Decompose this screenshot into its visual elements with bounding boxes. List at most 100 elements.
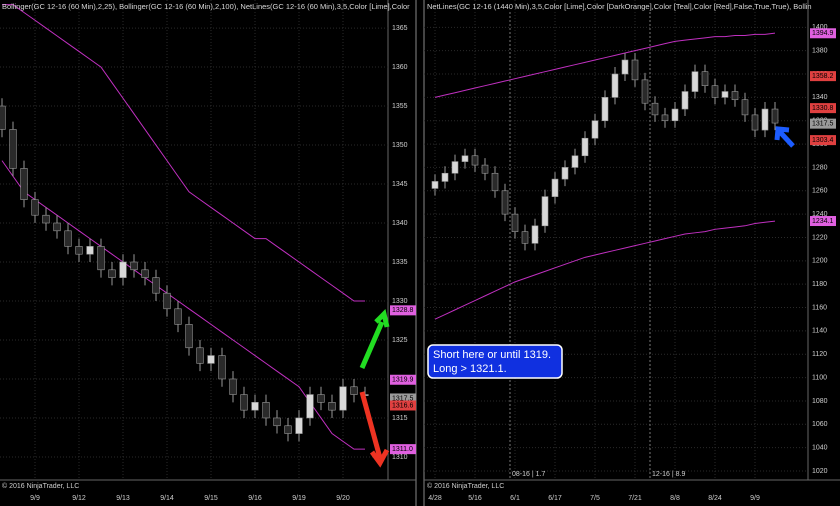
y-tick-label: 1330	[392, 298, 408, 305]
price-label: 1317.5	[392, 395, 414, 402]
candle-body	[218, 355, 226, 380]
y-tick-label: 1325	[392, 337, 408, 344]
candle-body	[561, 167, 569, 180]
candle-body	[751, 114, 759, 131]
candle-body	[451, 161, 459, 174]
candle-body	[691, 71, 699, 92]
candle-body	[771, 108, 779, 124]
y-tick-label: 1280	[812, 164, 828, 171]
session-label: 08-16 | 1.7	[512, 471, 545, 478]
y-tick-label: 1360	[392, 64, 408, 71]
candle-body	[53, 222, 61, 232]
annotation-box	[427, 344, 563, 379]
candle-body	[631, 59, 639, 81]
candle-body	[621, 59, 629, 75]
y-tick-label: 1040	[812, 444, 828, 451]
candle-body	[240, 394, 248, 411]
annotation: Long > 1321.1.	[433, 363, 507, 375]
candle-body	[251, 402, 259, 411]
candle-body	[163, 292, 171, 310]
candle-body	[64, 230, 72, 247]
band-line	[434, 220, 776, 320]
candle-body	[196, 347, 204, 364]
x-tick-label: 9/16	[248, 495, 262, 502]
candle-body	[661, 114, 669, 122]
band-line	[1, 160, 365, 450]
y-tick-label: 1020	[812, 468, 828, 475]
band-line	[434, 32, 776, 98]
y-tick-label: 1260	[812, 188, 828, 195]
x-tick-label: 9/9	[30, 495, 40, 502]
candle-body	[152, 277, 160, 294]
y-tick-label: 1365	[392, 25, 408, 32]
candle-body	[491, 172, 499, 192]
candle-body	[9, 129, 17, 169]
candle-body	[551, 178, 559, 197]
candle-body	[328, 402, 336, 411]
chart-title: NetLines(GC 12-16 (1440 Min),3,5,Color […	[427, 2, 812, 11]
y-tick-label: 1200	[812, 258, 828, 265]
y-tick-label: 1400	[812, 24, 828, 31]
candle-body	[741, 99, 749, 116]
candle-body	[75, 246, 83, 255]
price-label: 1311.0	[392, 446, 413, 453]
candle-body	[651, 102, 659, 116]
x-tick-label: 9/12	[72, 495, 86, 502]
y-tick-label: 1220	[812, 234, 828, 241]
y-tick-label: 1310	[392, 454, 408, 461]
candle-body	[284, 425, 292, 434]
x-tick-label: 7/21	[628, 495, 642, 502]
y-tick-label: 1160	[812, 304, 827, 311]
candle-body	[511, 213, 519, 232]
candle-body	[86, 246, 94, 255]
candle-body	[141, 269, 149, 278]
y-tick-label: 1340	[392, 220, 408, 227]
x-tick-label: 9/13	[116, 495, 130, 502]
footer: © 2016 NinjaTrader, LLC	[2, 482, 79, 490]
candle-body	[501, 190, 509, 215]
candle-body	[581, 137, 589, 157]
arrow-up	[359, 309, 390, 369]
candle-body	[701, 71, 709, 86]
price-label-box	[810, 118, 836, 129]
price-label: 1330.8	[812, 105, 834, 112]
x-tick-label: 9/20	[336, 495, 350, 502]
candle-body	[721, 91, 729, 98]
y-tick-label: 1100	[812, 374, 827, 381]
price-label-box	[810, 28, 836, 39]
candle-body	[229, 378, 237, 395]
x-tick-label: 9/14	[160, 495, 174, 502]
arrow-down	[359, 391, 390, 468]
candle-body	[350, 386, 358, 395]
candle-body	[0, 105, 6, 130]
y-tick-label: 1355	[392, 103, 408, 110]
session-label: 12-16 | 8.9	[652, 471, 685, 478]
candle-body	[306, 394, 314, 419]
candle-body	[20, 168, 28, 200]
x-tick-label: 7/5	[590, 495, 600, 502]
price-label-box	[810, 71, 836, 82]
price-label-box	[390, 444, 416, 455]
candle-body	[31, 199, 39, 216]
x-tick-label: 8/8	[670, 495, 680, 502]
candle-body	[531, 225, 539, 244]
candle-body	[711, 85, 719, 98]
candle-body	[339, 386, 347, 411]
y-tick-label: 1315	[392, 415, 408, 422]
x-tick-label: 9/19	[292, 495, 306, 502]
y-tick-label: 1140	[812, 328, 827, 335]
candle-body	[601, 97, 609, 122]
candle-body	[185, 324, 193, 349]
band-line	[2, 4, 365, 302]
price-label: 1317.5	[812, 120, 834, 127]
x-tick-label: 9/15	[204, 495, 218, 502]
y-tick-label: 1350	[392, 142, 408, 149]
candle-body	[317, 394, 325, 403]
annotation: Short here or until 1319.	[433, 349, 551, 361]
price-label: 1234.1	[812, 218, 834, 225]
candle-body	[207, 355, 215, 364]
x-tick-label: 9/9	[750, 495, 760, 502]
x-tick-label: 6/17	[548, 495, 562, 502]
